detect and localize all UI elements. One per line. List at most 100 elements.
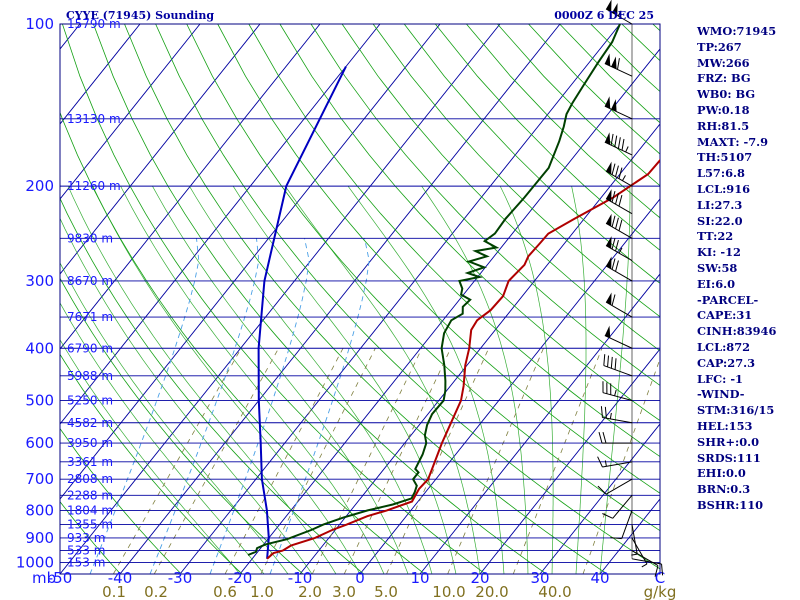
wind-barb-pennant bbox=[606, 189, 612, 202]
wind-barb-flag bbox=[615, 239, 619, 252]
index-item: FRZ: BG bbox=[697, 71, 751, 86]
index-item: KI: -12 bbox=[697, 245, 741, 260]
mixing-ratio-label: 40.0 bbox=[538, 583, 571, 600]
wind-barb-flag bbox=[618, 195, 623, 207]
mixing-ratio-label: 3.0 bbox=[332, 583, 356, 600]
dry-adiabat-line bbox=[60, 353, 243, 574]
isotherm-line bbox=[539, 423, 660, 574]
dry-adiabat-line bbox=[124, 24, 608, 574]
mixing-ratio-line bbox=[311, 348, 423, 574]
moist-adiabat-line bbox=[152, 185, 409, 574]
wind-barb bbox=[604, 132, 633, 156]
wind-barb-flag bbox=[597, 456, 603, 468]
wind-barb bbox=[602, 381, 633, 401]
wind-barb-pennant bbox=[612, 2, 618, 16]
index-item: CINH:83946 bbox=[697, 324, 777, 339]
wind-barb bbox=[604, 325, 633, 349]
wind-barb-pennant bbox=[606, 0, 612, 12]
index-item: -PARCEL- bbox=[697, 292, 759, 307]
wind-barb-flag bbox=[598, 431, 603, 444]
profiles bbox=[247, 24, 660, 560]
mixing-ratio-label: 2.0 bbox=[298, 583, 322, 600]
mixing-ratio-label: 5.0 bbox=[374, 583, 398, 600]
height-label: 1355 m bbox=[67, 518, 113, 532]
wind-barb-flag bbox=[615, 165, 619, 177]
wind-barb-flag bbox=[611, 163, 616, 175]
wind-barb-half-flag bbox=[618, 247, 623, 254]
pressure-tick-label: 400 bbox=[25, 339, 54, 357]
wind-barb bbox=[600, 406, 633, 424]
wind-barb-flag bbox=[611, 215, 616, 227]
temperature-tick-label: -10 bbox=[288, 569, 313, 587]
pressure-tick-label: 600 bbox=[25, 434, 54, 452]
wind-barb-flag bbox=[597, 485, 607, 495]
wind-barb bbox=[610, 510, 633, 540]
wind-barb bbox=[605, 189, 633, 215]
mixing-ratio-line bbox=[224, 348, 344, 574]
moist-adiabat-line bbox=[571, 186, 587, 574]
index-item: SRDS:111 bbox=[697, 450, 761, 465]
wind-barb-pennant bbox=[606, 213, 612, 227]
wind-barb-flag bbox=[618, 219, 623, 231]
wind-barb-pennant bbox=[604, 96, 611, 109]
height-label: 1804 m bbox=[67, 503, 113, 517]
moist-adiabat-line bbox=[60, 302, 265, 574]
mixing-ratio-label: 1.0 bbox=[250, 583, 274, 600]
index-item: BRN:0.3 bbox=[697, 482, 751, 497]
temperature-line bbox=[266, 158, 660, 560]
pressure-tick-label: 100 bbox=[25, 15, 54, 33]
dry-adiabat-line bbox=[372, 24, 660, 318]
dry-adiabat-line bbox=[248, 24, 660, 458]
isotherm-line bbox=[60, 24, 261, 275]
moist-adiabat-line bbox=[120, 185, 385, 574]
dry-adiabat-line bbox=[60, 501, 121, 574]
temperature-tick-label: -50 bbox=[48, 569, 73, 587]
dry-adiabat-line bbox=[403, 24, 660, 284]
wind-barb-flag bbox=[603, 354, 606, 366]
wind-barb-flag bbox=[615, 260, 619, 272]
height-label: 15790 m bbox=[67, 17, 121, 31]
isotherm-line bbox=[359, 198, 660, 574]
chart-title-station: CYYE (71945) Sounding bbox=[66, 9, 214, 22]
height-label: 3950 m bbox=[67, 436, 113, 450]
temperature-tick-label: -30 bbox=[168, 569, 193, 587]
moist-adiabat-line bbox=[189, 185, 433, 574]
pressure-unit-label: mb bbox=[32, 569, 56, 587]
index-item: HEL:153 bbox=[697, 418, 753, 433]
moist-adiabat-line bbox=[421, 185, 529, 574]
index-item: LCL:872 bbox=[697, 339, 751, 354]
temperature-tick-label: -20 bbox=[228, 569, 253, 587]
wind-barb-flag bbox=[618, 167, 623, 179]
pressure-tick-label: 300 bbox=[25, 272, 54, 290]
height-label: 13130 m bbox=[67, 112, 121, 126]
wind-barb-flag bbox=[615, 193, 619, 205]
index-item: -WIND- bbox=[697, 387, 745, 402]
wind-barb bbox=[605, 236, 633, 262]
index-item: MW:266 bbox=[697, 55, 750, 70]
height-label: 9830 m bbox=[67, 231, 113, 245]
wind-barb bbox=[605, 256, 633, 282]
index-item: BSHR:110 bbox=[697, 497, 764, 512]
dry-adiabat-line bbox=[60, 277, 304, 574]
height-label: 8670 m bbox=[67, 274, 113, 288]
dry-adiabat-line bbox=[155, 24, 660, 570]
wind-barb-flag bbox=[602, 431, 607, 444]
wind-barb bbox=[605, 161, 633, 187]
dry-adiabat-line bbox=[60, 111, 425, 574]
isotherm-line bbox=[60, 24, 501, 574]
temperature-tick-label: 10 bbox=[410, 569, 429, 587]
mixing-ratio-line bbox=[447, 348, 544, 574]
index-item: SHR+:0.0 bbox=[697, 434, 760, 449]
wind-barb-staff bbox=[605, 301, 633, 318]
wind-barb-flag bbox=[621, 138, 625, 151]
height-label: 11260 m bbox=[67, 179, 121, 193]
index-item: MAXT: -7.9 bbox=[697, 134, 769, 149]
pressure-tick-label: 800 bbox=[25, 501, 54, 519]
wind-barb-pennant bbox=[606, 256, 612, 269]
index-item: RH:81.5 bbox=[697, 118, 750, 133]
wind-barbs bbox=[597, 0, 664, 577]
wind-barb-flag bbox=[661, 563, 664, 576]
dry-adiabat-line bbox=[279, 24, 660, 422]
wind-barb bbox=[604, 96, 633, 120]
